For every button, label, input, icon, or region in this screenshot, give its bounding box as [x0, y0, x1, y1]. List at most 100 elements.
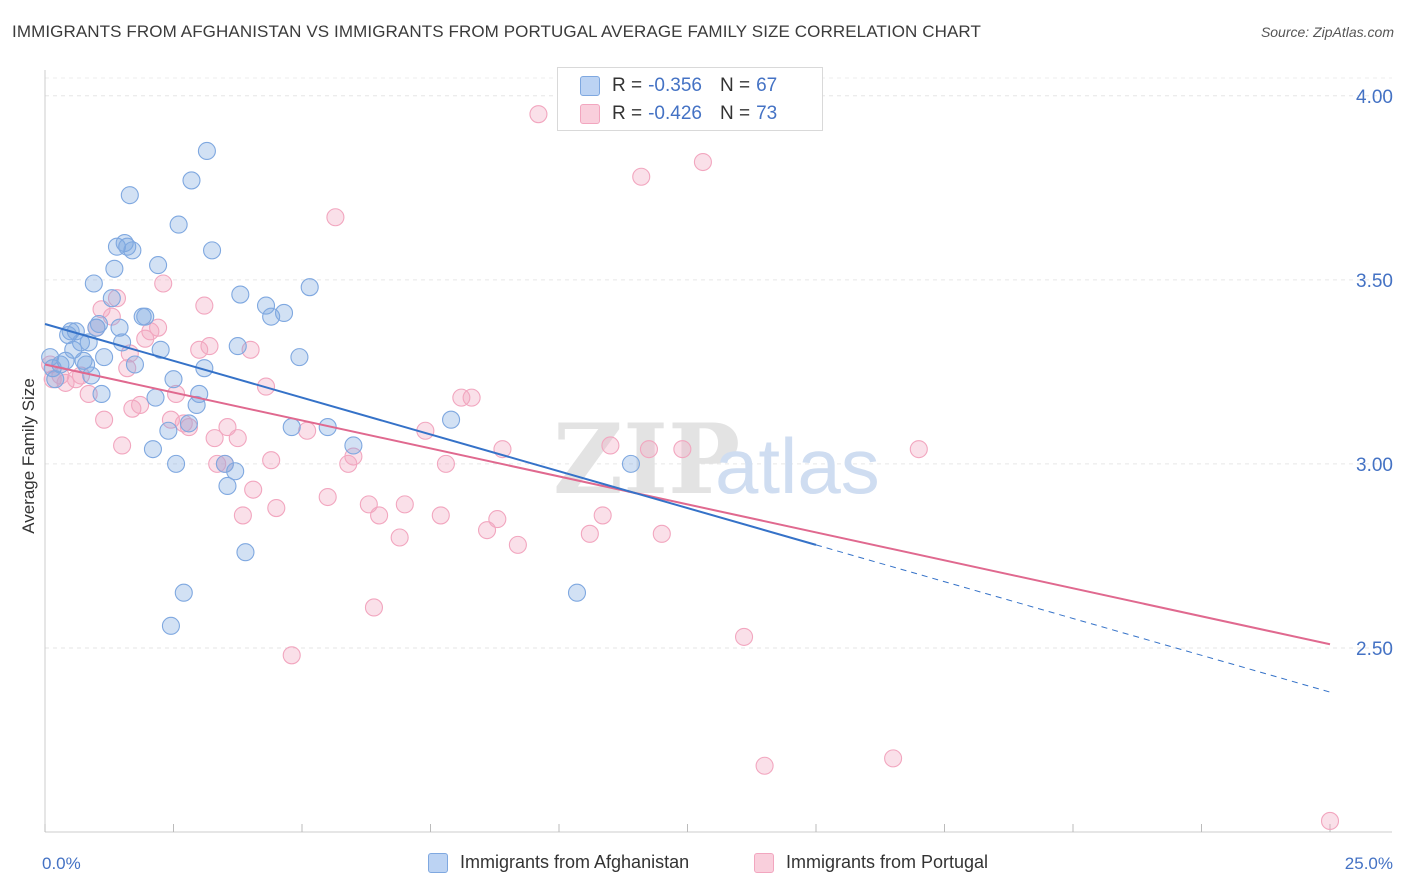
afghanistan-legend-swatch [428, 852, 448, 873]
portugal-point [298, 421, 317, 440]
afghanistan-point [125, 355, 144, 374]
afghanistan-trend-extrapolation [815, 544, 1331, 693]
portugal-point [113, 436, 132, 455]
afghanistan-point [215, 454, 234, 473]
legend-n-value: 67 [756, 75, 778, 96]
portugal-point [359, 495, 378, 514]
portugal-swatch [580, 104, 600, 124]
afghanistan-point [274, 303, 294, 323]
portugal-points [41, 105, 1340, 831]
watermark: ZIP atlas [553, 403, 880, 516]
portugal-point [107, 289, 127, 308]
y-tick-label: 3.00 [1356, 455, 1393, 476]
portugal-point [390, 528, 409, 547]
afghanistan-point [300, 278, 319, 297]
portugal-point [436, 454, 455, 473]
portugal-point [884, 749, 903, 768]
y-tick-labels: 2.50 3.00 3.50 4.00 [1356, 87, 1393, 660]
afghanistan-point [442, 410, 461, 429]
afghanistan-point [231, 285, 250, 304]
afghanistan-point [182, 171, 201, 190]
portugal-point [244, 480, 263, 499]
portugal-point [233, 506, 252, 525]
portugal-point [56, 373, 75, 392]
portugal-point [208, 454, 227, 473]
legend-r-value: -0.426 [648, 103, 702, 124]
afghanistan-point [146, 388, 165, 407]
legend-row-afghanistan: R = -0.356 N = 67 [580, 74, 783, 98]
portugal-point [195, 296, 214, 315]
afghanistan-point [197, 141, 216, 161]
afghanistan-point [282, 418, 301, 437]
portugal-point [267, 499, 286, 518]
afghanistan-point [149, 256, 168, 275]
afghanistan-point [169, 215, 188, 234]
portugal-point [395, 495, 414, 514]
portugal-point [580, 524, 599, 543]
afghanistan-point [167, 454, 186, 473]
portugal-point [734, 627, 754, 646]
x-tick-label: 25.0% [1345, 854, 1393, 873]
portugal-point [477, 521, 497, 540]
legend-r-value: -0.356 [648, 75, 702, 96]
portugal-legend-swatch [754, 852, 774, 873]
legend-n-label: N = [719, 75, 751, 96]
afghanistan-point [174, 583, 193, 602]
afghanistan-point [159, 421, 178, 440]
portugal-point [652, 524, 671, 543]
afghanistan-point [290, 348, 309, 367]
afghanistan-point [92, 384, 111, 403]
legend-r-label: R = [612, 75, 643, 96]
afghanistan-point [120, 186, 139, 205]
afghanistan-point [164, 370, 183, 389]
portugal-point [92, 300, 111, 319]
portugal-point [326, 208, 345, 227]
portugal-point [131, 395, 150, 415]
afghanistan-point [567, 583, 587, 602]
portugal-point [205, 429, 224, 448]
portugal-point [318, 487, 337, 507]
afghanistan-point [151, 340, 170, 359]
portugal-point [673, 440, 692, 459]
watermark-zip: ZIP [553, 403, 740, 516]
series-legend: Immigrants from Afghanistan Immigrants f… [0, 852, 1406, 878]
legend-item-afghanistan: Immigrants from Afghanistan [428, 852, 689, 873]
portugal-point [508, 535, 527, 554]
afghanistan-point [143, 440, 162, 459]
legend-item-portugal: Immigrants from Portugal [754, 852, 988, 873]
afghanistan-point [102, 289, 121, 308]
legend-n-label: N = [719, 103, 751, 124]
portugal-point [364, 598, 384, 617]
portugal-point [190, 340, 209, 359]
afghanistan-trend-line [44, 323, 817, 546]
afghanistan-point [179, 414, 198, 433]
axes [44, 70, 1392, 833]
afghanistan-point [89, 314, 109, 334]
portugal-point [218, 418, 237, 437]
portugal-point [1320, 811, 1340, 831]
portugal-point [529, 105, 548, 124]
portugal-point [200, 337, 219, 356]
afghanistan-point [105, 259, 124, 278]
portugal-point [593, 506, 612, 525]
portugal-point [154, 274, 173, 293]
y-axis-label: Average Family Size [19, 378, 38, 534]
portugal-point [370, 506, 389, 525]
afghanistan-point [84, 274, 103, 293]
afghanistan-swatch [580, 76, 600, 96]
portugal-point [262, 451, 281, 470]
chart-title: IMMIGRANTS FROM AFGHANISTAN VS IMMIGRANT… [12, 22, 981, 41]
portugal-point [639, 440, 659, 459]
legend-row-portugal: R = -0.426 N = 73 [580, 102, 783, 126]
source-label: Source: ZipAtlas.com [1260, 24, 1394, 40]
portugal-point [431, 506, 450, 525]
portugal-point [282, 646, 301, 665]
correlation-legend: R = -0.356 N = 67 R = -0.426 N = 73 [557, 67, 823, 131]
y-tick-label: 3.50 [1356, 271, 1393, 292]
portugal-point [79, 384, 98, 403]
afghanistan-point [218, 476, 237, 496]
afghanistan-point [203, 241, 222, 260]
afghanistan-point [136, 307, 155, 326]
portugal-point [909, 440, 928, 459]
afghanistan-point [226, 462, 245, 481]
